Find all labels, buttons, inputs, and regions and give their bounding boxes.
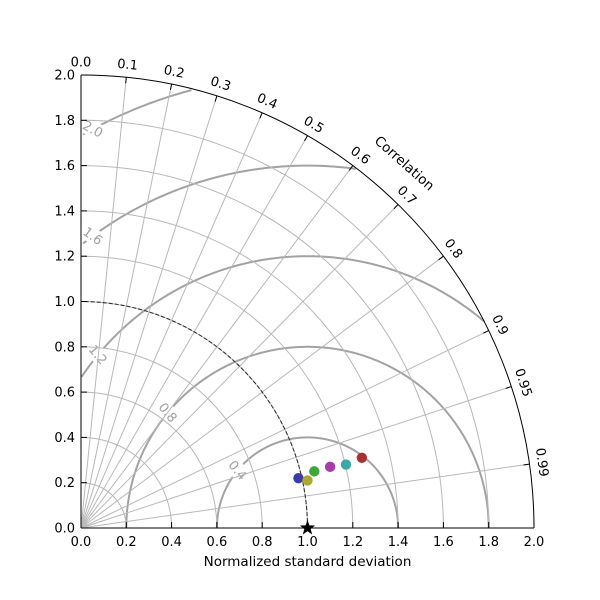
rms-contour (215, 436, 400, 528)
rms-label-bg (78, 116, 108, 142)
x-tick-label: 0.6 (207, 535, 228, 550)
correlation-tick (348, 165, 354, 171)
data-point (356, 452, 368, 463)
data-point (302, 475, 313, 486)
y-tick-label: 0.2 (54, 476, 75, 491)
correlation-tick (125, 77, 127, 84)
correlation-tick-label: 0.95 (511, 367, 534, 399)
axes (80, 74, 535, 529)
x-tick-label: 1.4 (388, 535, 409, 550)
y-tick-label: 1.4 (54, 204, 75, 219)
correlation-grid-line (80, 84, 173, 529)
y-tick-label: 0.6 (54, 386, 75, 401)
correlation-tick (259, 112, 263, 119)
std-grid-arc (80, 391, 218, 529)
y-tick-label: 0.4 (54, 431, 75, 446)
correlation-grid-line (80, 165, 354, 529)
y-tick-label: 1.8 (54, 114, 75, 129)
x-tick-label: 0.8 (252, 535, 273, 550)
y-tick-label: 0.8 (54, 340, 75, 355)
correlation-tick (214, 95, 218, 102)
std-grid-arc (80, 346, 263, 529)
y-tick-label: 1.2 (54, 250, 75, 265)
correlation-tick-label: 0.0 (71, 56, 92, 71)
x-tick-label: 2.0 (524, 535, 545, 550)
std-grid-arc (80, 119, 490, 529)
std-grid-arc (80, 255, 354, 529)
x-tick-label: 1.6 (433, 535, 454, 550)
correlation-tick-label: 0.99 (532, 447, 551, 478)
correlation-tick (505, 386, 512, 389)
correlation-grid-line (80, 95, 218, 529)
correlation-tick (169, 84, 173, 91)
correlation-tick-label: 0.9 (488, 313, 511, 338)
data-point (340, 459, 352, 470)
x-axis-label: Normalized standard deviation (204, 554, 412, 570)
x-tick-label: 1.2 (342, 535, 363, 550)
correlation-grid (80, 77, 530, 529)
rms-contour (125, 345, 490, 529)
correlation-tick (483, 330, 489, 334)
correlation-tick-label: 0.4 (255, 91, 280, 113)
data-point (309, 466, 320, 477)
y-tick-label: 1.0 (54, 295, 75, 310)
rms-contour (82, 164, 356, 245)
correlation-tick-label: 0.1 (116, 57, 138, 74)
reference-star-icon (299, 520, 316, 535)
std-grid-arc (80, 165, 444, 529)
std-grid-arc (80, 210, 399, 529)
correlation-grid-line (80, 112, 263, 529)
y-tick-label: 2.0 (54, 69, 75, 84)
x-tick-label: 1.8 (478, 535, 499, 550)
x-tick-label: 0.2 (116, 535, 137, 550)
outer-arc (80, 74, 535, 529)
correlation-grid-line (80, 386, 512, 529)
correlation-tick (393, 204, 399, 210)
rms-label-bg (78, 222, 108, 250)
x-tick-label: 1.0 (297, 535, 318, 550)
correlation-tick-label: 0.3 (208, 74, 232, 95)
rms-label-bg (223, 455, 252, 485)
correlation-tick (304, 135, 308, 142)
rms-contour (80, 255, 485, 378)
x-tick-label: 0.4 (161, 535, 182, 550)
y-tick-label: 1.6 (54, 159, 75, 174)
data-point (324, 461, 336, 473)
x-tick-label: 0.0 (71, 535, 92, 550)
data-point (293, 472, 304, 484)
rms-label: 1.6 (80, 225, 106, 249)
y-tick-label: 0.0 (54, 522, 75, 537)
data-points (293, 452, 368, 535)
correlation-tick (438, 255, 444, 261)
correlation-tick-label: 0.2 (162, 63, 185, 82)
correlation-tick (523, 463, 530, 466)
